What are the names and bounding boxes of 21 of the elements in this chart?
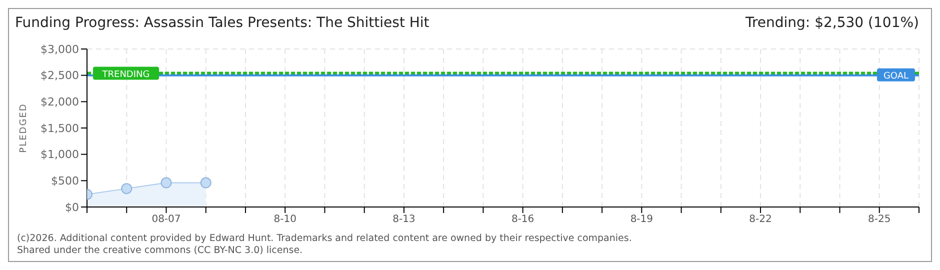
x-tick-label: 8-19 <box>630 214 654 226</box>
x-tick-label: 8-16 <box>511 214 534 226</box>
text: Shared under the creative commons (CC BY-NC 3.0) license. <box>17 245 304 257</box>
ref-line-label: GOAL <box>883 71 909 82</box>
text: (c)2026. Additional content provided by Edward Hunt. Trademarks and related content are owned by their respective companies. <box>17 233 632 245</box>
x-tick-label: 8-22 <box>749 214 772 226</box>
x-tick-label: 8-25 <box>868 214 891 226</box>
y-axis-title: PLEDGED <box>19 103 30 153</box>
ref-line-label: TRENDING <box>101 70 150 80</box>
x-tick-label: 8-10 <box>274 214 296 226</box>
y-tick-label: $1,000 <box>40 148 79 162</box>
y-tick-label: $3,000 <box>40 42 79 56</box>
y-tick-label: $2,500 <box>40 69 79 82</box>
y-tick-label: $2,000 <box>40 96 79 109</box>
y-tick-label: $0 <box>65 200 79 214</box>
x-tick-label: 8-13 <box>392 214 416 226</box>
y-tick-label: $1,500 <box>40 122 79 135</box>
text: Trending: $2,530 (101%) <box>745 15 919 31</box>
chart-title: Funding Progress: Assassin Tales Presents: The Shittiest Hit <box>15 15 430 31</box>
x-tick-label: 08-07 <box>152 214 181 226</box>
y-tick-label: $500 <box>51 174 79 188</box>
